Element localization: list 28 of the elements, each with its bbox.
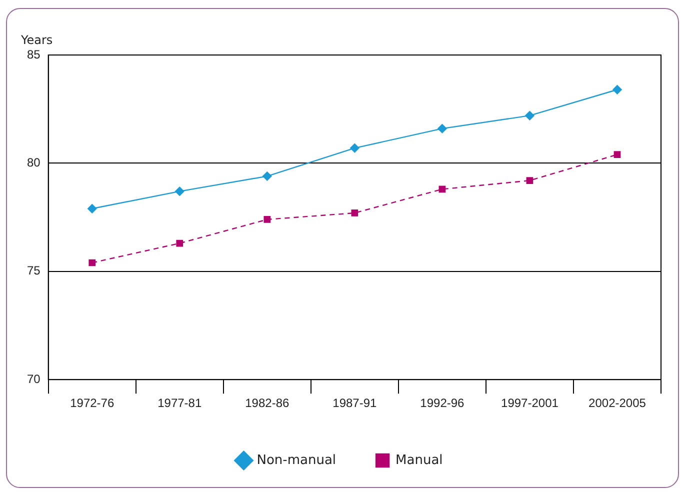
y-tick-label: 80 xyxy=(26,156,41,170)
x-tick-label: 1987-91 xyxy=(332,396,378,410)
point xyxy=(614,151,621,158)
x-tick-label: 1992-96 xyxy=(420,396,465,410)
point xyxy=(264,216,271,223)
point xyxy=(438,186,446,193)
y-tick-label: 70 xyxy=(26,372,41,386)
x-tick-label: 1972-76 xyxy=(70,396,114,410)
y-axis-title: Years xyxy=(20,33,53,48)
point xyxy=(350,143,360,153)
point xyxy=(525,110,534,120)
y-tick-label: 75 xyxy=(26,264,41,278)
y-tick-label: 85 xyxy=(26,47,41,62)
point xyxy=(88,204,97,214)
x-tick-label: 2002-2005 xyxy=(588,396,646,410)
point xyxy=(88,259,96,266)
point xyxy=(526,177,534,184)
point xyxy=(438,124,447,134)
point xyxy=(612,85,622,94)
x-tick-label: 1977-81 xyxy=(158,396,202,410)
legend-label: Manual xyxy=(396,452,443,468)
point xyxy=(262,172,272,181)
legend-label: Non-manual xyxy=(256,452,336,468)
point xyxy=(175,186,184,196)
point xyxy=(176,240,184,247)
x-tick-label: 1982-86 xyxy=(245,396,290,410)
point xyxy=(351,210,358,216)
x-tick-label: 1997-2001 xyxy=(501,396,559,410)
